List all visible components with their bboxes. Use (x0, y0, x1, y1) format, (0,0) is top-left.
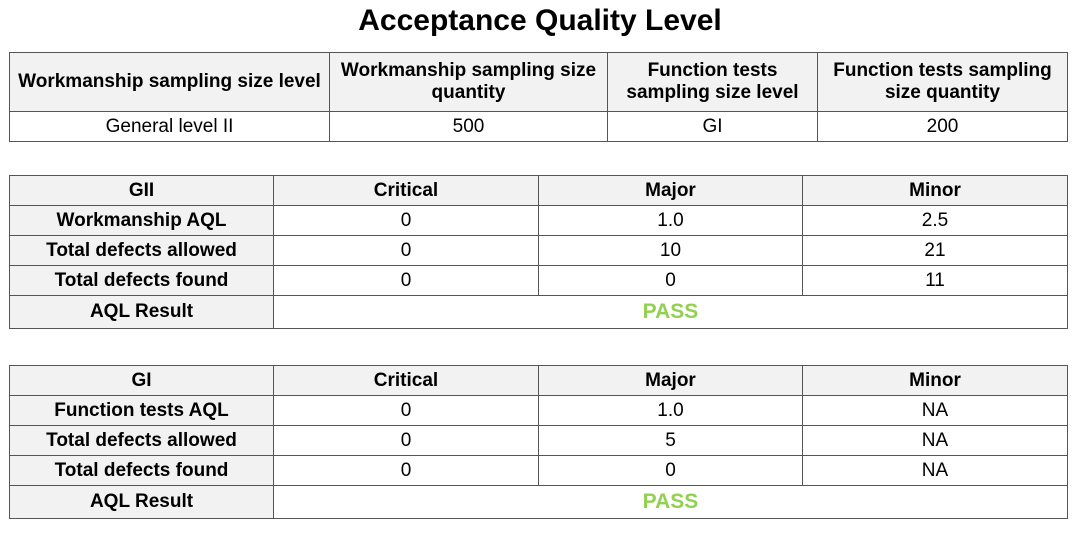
header-row: GII Critical Major Minor (9, 175, 1068, 206)
data-cell: NA (802, 455, 1068, 486)
data-row: Total defects found 0 0 NA (9, 455, 1068, 486)
data-cell: General level II (9, 111, 330, 142)
header-cell: Major (538, 175, 803, 206)
data-cell: 5 (538, 425, 803, 456)
page-title: Acceptance Quality Level (358, 4, 722, 37)
result-cell: PASS (273, 485, 1068, 519)
result-row: AQL Result PASS (9, 295, 1068, 329)
data-cell: 0 (273, 205, 539, 236)
header-cell: GII (9, 175, 274, 206)
data-cell: 0 (538, 265, 803, 296)
data-row: General level II 500 GI 200 (9, 111, 1068, 142)
data-cell: 500 (329, 111, 608, 142)
data-row: Total defects allowed 0 10 21 (9, 235, 1068, 266)
row-label: Function tests AQL (9, 395, 274, 426)
data-cell: GI (607, 111, 818, 142)
header-cell: Critical (273, 175, 539, 206)
row-label: Workmanship AQL (9, 205, 274, 236)
header-cell: Function tests sampling size quantity (817, 52, 1068, 112)
data-cell: 1.0 (538, 395, 803, 426)
data-cell: 21 (802, 235, 1068, 266)
row-label: Total defects allowed (9, 235, 274, 266)
data-cell: 0 (273, 265, 539, 296)
data-cell: NA (802, 425, 1068, 456)
result-row: AQL Result PASS (9, 485, 1068, 519)
data-cell: 11 (802, 265, 1068, 296)
row-label: Total defects allowed (9, 425, 274, 456)
row-label: AQL Result (9, 295, 274, 329)
data-cell: 0 (538, 455, 803, 486)
data-cell: NA (802, 395, 1068, 426)
data-cell: 0 (273, 425, 539, 456)
function-tests-table: GI Critical Major Minor Function tests AQL 0 1… (9, 365, 1068, 519)
data-row: Total defects allowed 0 5 NA (9, 425, 1068, 456)
header-cell: Workmanship sampling size level (9, 52, 330, 112)
row-label: AQL Result (9, 485, 274, 519)
data-cell: 1.0 (538, 205, 803, 236)
data-cell: 0 (273, 455, 539, 486)
header-cell: Minor (802, 175, 1068, 206)
result-cell: PASS (273, 295, 1068, 329)
header-cell: Critical (273, 365, 539, 396)
data-cell: 2.5 (802, 205, 1068, 236)
data-cell: 0 (273, 395, 539, 426)
header-cell: Minor (802, 365, 1068, 396)
data-row: Workmanship AQL 0 1.0 2.5 (9, 205, 1068, 236)
header-cell: Major (538, 365, 803, 396)
row-label: Total defects found (9, 265, 274, 296)
data-row: Total defects found 0 0 11 (9, 265, 1068, 296)
header-row: GI Critical Major Minor (9, 365, 1068, 396)
header-row: Workmanship sampling size level Workmansh… (9, 52, 1068, 112)
workmanship-table: GII Critical Major Minor Workmanship AQL 0 1.0… (9, 175, 1068, 329)
header-cell: Workmanship sampling size quantity (329, 52, 608, 112)
data-cell: 200 (817, 111, 1068, 142)
data-cell: 0 (273, 235, 539, 266)
header-cell: GI (9, 365, 274, 396)
sampling-table: Workmanship sampling size level Workmansh… (9, 52, 1068, 142)
row-label: Total defects found (9, 455, 274, 486)
header-cell: Function tests sampling size level (607, 52, 818, 112)
data-cell: 10 (538, 235, 803, 266)
data-row: Function tests AQL 0 1.0 NA (9, 395, 1068, 426)
